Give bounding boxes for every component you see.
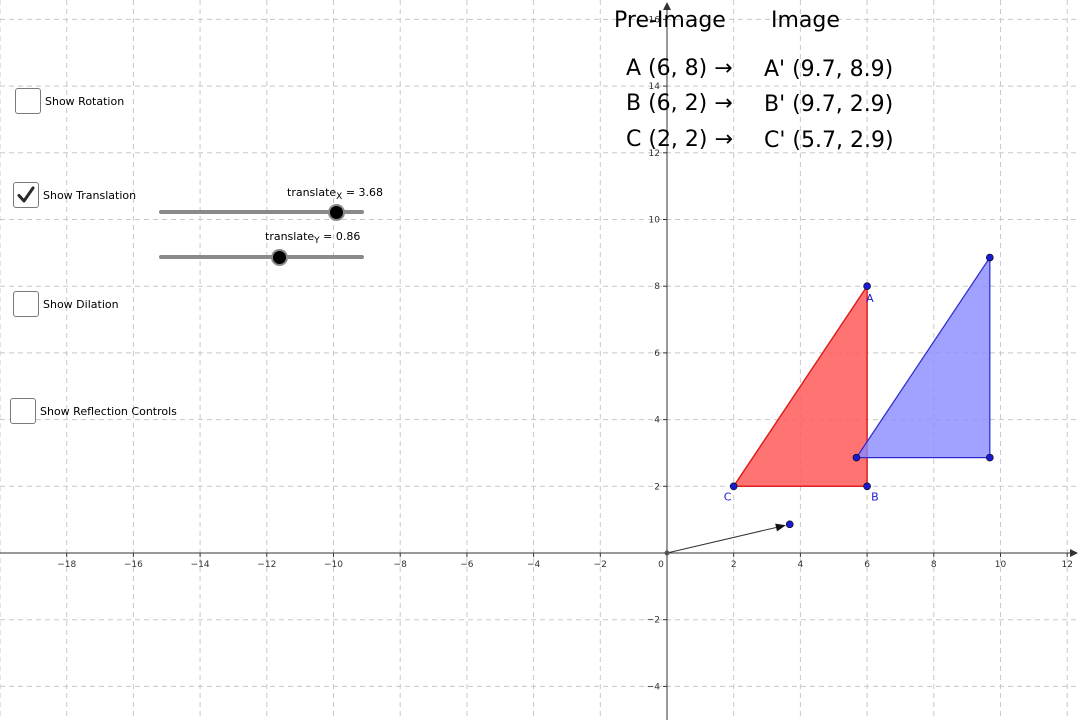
y-tick-label: 2 — [654, 482, 660, 492]
show-dilation-checkbox[interactable] — [13, 291, 39, 317]
preimage-header: Pre-Image — [614, 8, 726, 33]
mapping-row-b-image: B' (9.7, 2.9) — [764, 92, 894, 117]
vertex-label-b: B — [871, 490, 879, 503]
translate-y-slider-knob[interactable] — [270, 249, 288, 266]
translation-vector[interactable] — [666, 526, 781, 554]
y-tick-label: 12 — [649, 149, 660, 159]
x-axis-arrow-icon — [1070, 549, 1078, 557]
x-tick-label: −2 — [594, 560, 607, 570]
vector-head-point[interactable] — [785, 520, 794, 529]
y-tick-label: 16 — [649, 15, 661, 25]
x-tick-label: 12 — [1061, 560, 1072, 570]
mapping-row-c-image: C' (5.7, 2.9) — [764, 128, 894, 153]
x-tick-label: −14 — [191, 560, 210, 570]
x-tick-label: −16 — [124, 560, 143, 570]
translate-x-value: = 3.68 — [342, 186, 384, 199]
show-translation-checkbox-row[interactable]: Show Translation — [13, 182, 136, 208]
x-tick-label: 8 — [931, 560, 937, 570]
translate-y-name: translate — [265, 230, 315, 243]
show-rotation-checkbox[interactable] — [15, 88, 41, 114]
translate-x-slider-track[interactable] — [159, 210, 364, 214]
x-tick-label: 6 — [864, 560, 870, 570]
preimage-vertex-point[interactable] — [863, 482, 871, 491]
translate-x-name: translate — [287, 186, 337, 199]
show-translation-label: Show Translation — [43, 188, 137, 202]
y-tick-label: 8 — [654, 282, 660, 292]
translate-x-slider-label: translateX = 3.68 — [287, 186, 383, 202]
x-tick-label: −12 — [257, 560, 276, 570]
mapping-row-b-preimage: B (6, 2) → — [626, 91, 733, 116]
show-rotation-label: Show Rotation — [45, 94, 125, 108]
translate-y-slider-track[interactable] — [159, 255, 364, 259]
image-vertex-point[interactable] — [852, 453, 861, 462]
x-tick-label: 2 — [731, 560, 737, 570]
x-tick-label: −18 — [57, 560, 76, 570]
show-reflection-controls-label: Show Reflection Controls — [40, 404, 177, 418]
preimage-vertex-point[interactable] — [863, 282, 871, 291]
preimage-triangle[interactable] — [732, 283, 868, 488]
vertex-label-a: A — [866, 292, 874, 305]
x-tick-label: −6 — [460, 560, 474, 570]
x-tick-label: 0 — [658, 560, 664, 570]
show-reflection-controls-checkbox[interactable] — [10, 398, 36, 424]
x-tick-label: −10 — [324, 560, 343, 570]
vertex-label-c: C — [724, 490, 732, 503]
vector-tail-point[interactable] — [664, 550, 670, 556]
checkmark-icon — [17, 186, 35, 203]
translate-y-value: = 0.86 — [319, 230, 361, 243]
translate-x-slider-knob[interactable] — [328, 204, 346, 221]
show-translation-checkbox[interactable] — [13, 182, 39, 208]
x-tick-label: −4 — [527, 560, 541, 570]
y-tick-label: 14 — [649, 82, 661, 92]
x-tick-label: 10 — [995, 560, 1007, 570]
preimage-vertex-point[interactable] — [729, 482, 738, 491]
x-tick-label: 4 — [798, 560, 804, 570]
image-vertex-point[interactable] — [986, 453, 994, 462]
y-tick-label: 10 — [649, 216, 661, 226]
translate-x-subscript: X — [336, 192, 343, 203]
y-tick-label: −2 — [647, 616, 660, 626]
x-tick-label: −8 — [394, 560, 408, 570]
translate-y-subscript: Y — [314, 236, 320, 247]
image-vertex-point[interactable] — [986, 253, 994, 262]
mapping-row-c-preimage: C (2, 2) → — [626, 127, 733, 152]
show-dilation-checkbox-row[interactable]: Show Dilation — [13, 291, 119, 317]
y-tick-label: −4 — [647, 682, 661, 692]
translate-y-slider-label: translateY = 0.86 — [265, 230, 360, 246]
mapping-row-a-preimage: A (6, 8) → — [626, 56, 733, 81]
y-tick-label: 6 — [654, 349, 660, 359]
image-triangle[interactable] — [855, 255, 991, 459]
y-tick-label: 4 — [654, 416, 660, 426]
show-rotation-checkbox-row[interactable]: Show Rotation — [15, 88, 124, 114]
vector-arrowhead-icon — [775, 523, 786, 532]
mapping-row-a-image: A' (9.7, 8.9) — [764, 57, 894, 82]
show-dilation-label: Show Dilation — [43, 297, 119, 311]
y-axis-arrow-icon — [663, 2, 671, 10]
image-header: Image — [771, 8, 840, 33]
show-reflection-controls-checkbox-row[interactable]: Show Reflection Controls — [10, 398, 177, 424]
